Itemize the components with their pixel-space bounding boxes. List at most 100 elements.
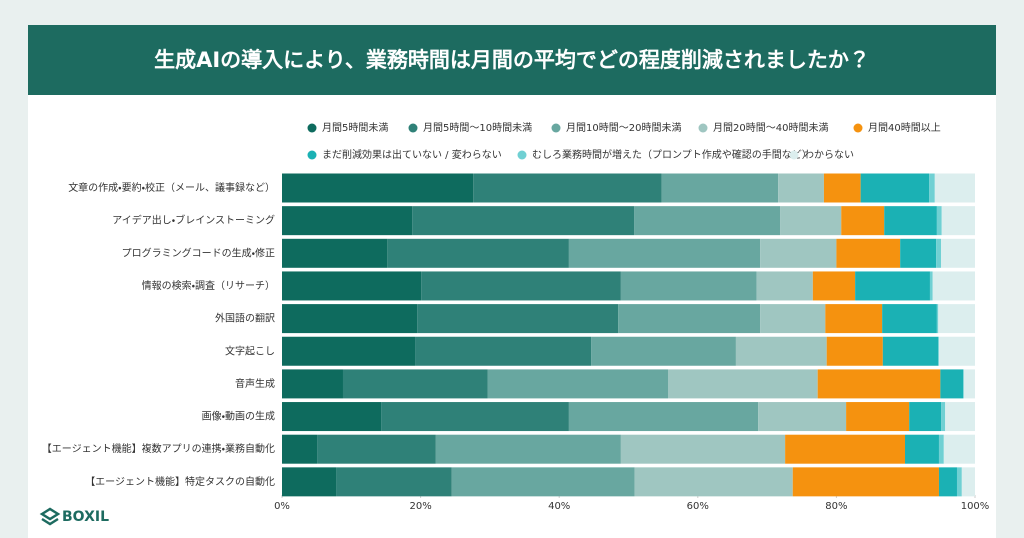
- legend-marker: [853, 123, 863, 133]
- bar-segment: [909, 402, 942, 432]
- x-tick-label: 0%: [274, 501, 290, 512]
- legend-marker: [408, 123, 418, 133]
- bar-segment: [884, 206, 937, 236]
- chart-title: 生成AIの導入により、業務時間は月間の平均でどの程度削減されましたか？: [154, 48, 870, 72]
- bar-segment: [940, 369, 964, 399]
- bar-segment: [963, 369, 975, 399]
- legend-label: 月間5時間〜10時間未満: [423, 122, 532, 134]
- bar-segment: [780, 206, 842, 236]
- bar-segment: [882, 336, 939, 366]
- legend-marker: [517, 150, 527, 160]
- legend-label: 月間5時間未満: [322, 122, 388, 134]
- legend-marker: [307, 150, 317, 160]
- legend-label: むしろ業務時間が増えた（プロンプト作成や確認の手間など）: [532, 148, 812, 161]
- bar-segment: [936, 238, 942, 268]
- legend-label: 月間40時間以上: [868, 122, 941, 134]
- y-tick-label: 画像・動画の生成: [202, 410, 275, 423]
- bar-segment: [591, 336, 736, 366]
- bar-segment: [905, 434, 939, 464]
- bar-segment: [381, 402, 569, 432]
- bar-segment: [936, 304, 939, 334]
- logo: BOXIL: [39, 507, 109, 526]
- bar-segment: [938, 336, 939, 366]
- bar-segment: [634, 467, 793, 497]
- bar-segment: [882, 304, 937, 334]
- bar-segment: [435, 434, 621, 464]
- y-tick-label: 【エージェント機能】複数アプリの連携・業務自動化: [42, 442, 275, 455]
- bar-segment: [823, 173, 861, 203]
- bar-segment: [282, 304, 418, 334]
- bar-segment: [932, 271, 975, 301]
- bar-segment: [900, 238, 937, 268]
- bar-segment: [568, 402, 759, 432]
- y-tick-label: 外国語の翻訳: [215, 313, 275, 325]
- bar-segment: [282, 336, 416, 366]
- bar-segment: [941, 238, 975, 268]
- legend-label: 月間10時間〜20時間未満: [566, 122, 681, 134]
- bar-segment: [778, 173, 824, 203]
- bar-segment: [282, 467, 337, 497]
- title-banner: [28, 25, 996, 95]
- bar-segment: [941, 206, 975, 236]
- bar-segment: [941, 402, 946, 432]
- y-tick-label: 文章の作成・要約・校正（メール、議事録など）: [68, 181, 275, 194]
- bar-segment: [826, 336, 883, 366]
- y-tick-label: 情報の検索・調査（リサーチ）: [142, 279, 275, 292]
- bar-segment: [620, 271, 757, 301]
- bar-segment: [336, 467, 452, 497]
- bar-segment: [938, 467, 957, 497]
- bar-segment: [785, 434, 906, 464]
- x-tick-label: 20%: [409, 501, 431, 512]
- bar-segment: [855, 271, 930, 301]
- bar-segment: [412, 206, 635, 236]
- legend-marker: [789, 150, 799, 160]
- bar-segment: [929, 271, 933, 301]
- bar-segment: [282, 402, 382, 432]
- bar-segment: [568, 238, 761, 268]
- bar-segment: [620, 434, 786, 464]
- logo-text: BOXIL: [62, 509, 109, 525]
- bar-segment: [634, 206, 781, 236]
- bar-segment: [938, 304, 975, 334]
- bar-segment: [282, 238, 388, 268]
- legend-marker: [307, 123, 317, 133]
- bar-segment: [282, 206, 413, 236]
- y-tick-label: 文字起こし: [225, 344, 275, 357]
- bar-segment: [668, 369, 818, 399]
- bar-segment: [792, 467, 939, 497]
- bar-segment: [735, 336, 827, 366]
- bar-segment: [317, 434, 436, 464]
- bar-segment: [936, 206, 942, 236]
- x-tick-label: 60%: [687, 501, 709, 512]
- legend-marker: [698, 123, 708, 133]
- bar-segment: [760, 238, 837, 268]
- bar-segment: [812, 271, 856, 301]
- bar-segment: [451, 467, 635, 497]
- legend-marker: [551, 123, 561, 133]
- bar-segment: [415, 336, 592, 366]
- bar-segment: [282, 369, 343, 399]
- bar-segment: [756, 271, 813, 301]
- bar-segment: [963, 369, 964, 399]
- bar-segment: [934, 173, 975, 203]
- x-tick-label: 40%: [548, 501, 570, 512]
- bar-segment: [487, 369, 669, 399]
- bar-segment: [282, 434, 318, 464]
- bar-segment: [387, 238, 569, 268]
- y-tick-label: 【エージェント機能】特定タスクの自動化: [85, 475, 275, 488]
- legend-label: まだ削減効果は出ていない / 変わらない: [322, 148, 502, 161]
- bar-segment: [860, 173, 930, 203]
- y-tick-label: プログラミングコードの生成・修正: [122, 246, 275, 259]
- bar-segment: [817, 369, 941, 399]
- bar-segment: [929, 173, 935, 203]
- logo-icon: [39, 507, 61, 526]
- bar-segment: [945, 402, 975, 432]
- bar-segment: [846, 402, 910, 432]
- y-tick-label: アイデア出し・ブレインストーミング: [112, 214, 275, 227]
- bar-segment: [473, 173, 662, 203]
- y-tick-label: 音声生成: [235, 377, 275, 390]
- bar-segment: [961, 467, 975, 497]
- bar-segment: [943, 434, 975, 464]
- bar-segment: [421, 271, 621, 301]
